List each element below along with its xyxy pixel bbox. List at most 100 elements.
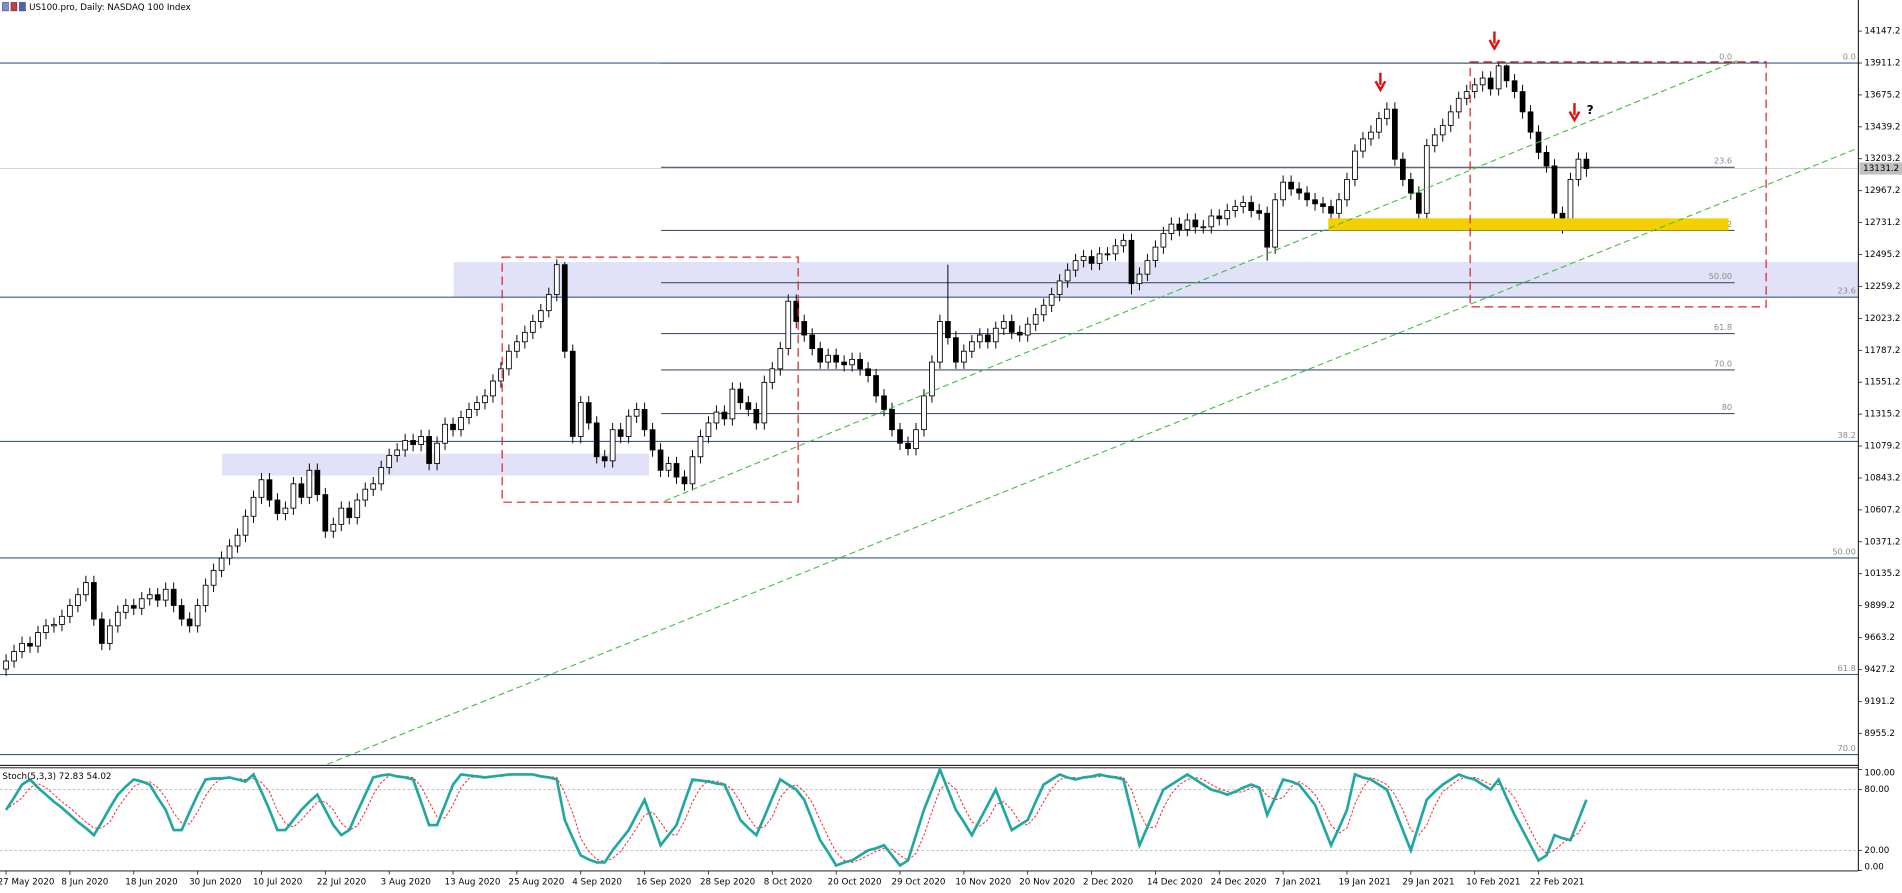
candle-body [474, 402, 480, 410]
candle-body [1168, 223, 1175, 235]
y-tick-label: 80.00 [1864, 785, 1889, 795]
candle-body [1384, 108, 1390, 120]
y-tick-label: 9663.2 [1864, 633, 1895, 643]
x-tick-label: 22 Feb 2021 [1530, 877, 1584, 887]
candle-body [138, 598, 145, 609]
fib-label: 50.00 [1832, 546, 1856, 556]
candle-body [976, 334, 983, 343]
x-tick-label: 16 Sep 2020 [636, 877, 691, 887]
candle-body [1431, 134, 1438, 147]
icon [19, 2, 26, 12]
candle-body [769, 368, 776, 383]
x-tick-label: 28 Sep 2020 [700, 877, 755, 887]
fib-label: 61.8 [1838, 663, 1856, 673]
icon [10, 2, 18, 12]
support-highlight [1328, 218, 1729, 231]
candle-body [1519, 91, 1526, 113]
candle-body [1567, 179, 1574, 221]
resistance-zone [453, 262, 1859, 298]
candle-body [1527, 111, 1534, 133]
stoch-main-line [4, 765, 1588, 868]
arrow [1488, 31, 1501, 51]
candle-body [1511, 80, 1518, 92]
candle-body [98, 618, 105, 644]
x-tick-label: 8 Oct 2020 [764, 877, 812, 887]
y-tick-label: 11079.2 [1864, 442, 1900, 452]
x-tick-label: 20 Nov 2020 [1019, 877, 1075, 887]
candle-body [913, 429, 919, 450]
candle-body [67, 605, 73, 617]
x-tick-label: 30 Jun 2020 [189, 877, 241, 887]
candle-body [346, 507, 353, 519]
candle-body [945, 321, 951, 339]
candle-body [1543, 152, 1550, 167]
candle-body [833, 354, 840, 363]
candle-body [873, 375, 879, 397]
candle-body [753, 408, 760, 424]
candle-body [857, 358, 863, 370]
candle-body [1320, 203, 1326, 207]
candle-body [1439, 124, 1446, 136]
candle-body [442, 423, 448, 444]
candle-body [162, 588, 169, 601]
candle-body [1479, 77, 1486, 86]
y-tick-label: 13203.2 [1864, 154, 1900, 164]
y-tick-label: 14147.2 [1864, 27, 1900, 37]
candle-body [1032, 314, 1039, 325]
candle-body [1392, 108, 1398, 160]
y-tick-label: 10843.2 [1864, 473, 1900, 483]
dashed-box [1469, 61, 1767, 308]
candle-body [530, 321, 536, 333]
candle-body [865, 368, 871, 377]
candle-body [601, 456, 608, 462]
candle-body [561, 264, 568, 352]
candle-body [1208, 215, 1215, 228]
candle-body [689, 456, 696, 485]
candle-body [362, 488, 369, 501]
candle-body [1344, 179, 1350, 201]
candle-body [178, 605, 185, 620]
y-tick-label: 100.00 [1864, 769, 1895, 779]
candle-body [713, 411, 720, 424]
fib-label: 38.2 [1838, 430, 1856, 440]
candle-body [745, 402, 752, 410]
x-tick-label: 4 Sep 2020 [572, 877, 622, 887]
y-tick-label: 12731.2 [1864, 218, 1900, 228]
candle-body [1407, 179, 1414, 194]
candle-body [290, 483, 297, 509]
candle-body [984, 334, 991, 343]
y-tick-label: 13439.2 [1864, 122, 1900, 132]
candle-body [817, 348, 824, 363]
candle-body [801, 321, 808, 336]
candle-body [1000, 321, 1007, 329]
x-tick-label: 18 Jun 2020 [125, 877, 177, 887]
candle-body [1088, 256, 1095, 264]
candle-body [809, 334, 816, 349]
trend-line [327, 147, 1859, 765]
x-tick-label: 2 Dec 2020 [1083, 877, 1133, 887]
candle-body [114, 611, 121, 627]
candle-body [953, 337, 959, 363]
candle-body [1399, 158, 1406, 180]
candle-body [394, 449, 401, 456]
candle-body [482, 395, 488, 404]
fibonacci-levels: 0.023.638.250.0061.870.00.023.638.250.00… [0, 51, 1859, 756]
candle-body [1447, 111, 1454, 126]
candle-body [1368, 131, 1374, 140]
candle-body [1360, 138, 1366, 152]
candle-body [1328, 206, 1334, 214]
x-tick-label: 8 Jun 2020 [61, 877, 108, 887]
candle-body [1312, 199, 1318, 205]
candle-body [889, 408, 895, 431]
candle-body [729, 388, 736, 420]
candle-body [1256, 210, 1263, 214]
candle-body [1272, 199, 1278, 248]
y-tick-label: 10607.2 [1864, 505, 1900, 515]
candle-body [226, 545, 233, 559]
candle-body [633, 408, 640, 417]
candle-body [545, 294, 552, 312]
candle-body [338, 507, 345, 525]
